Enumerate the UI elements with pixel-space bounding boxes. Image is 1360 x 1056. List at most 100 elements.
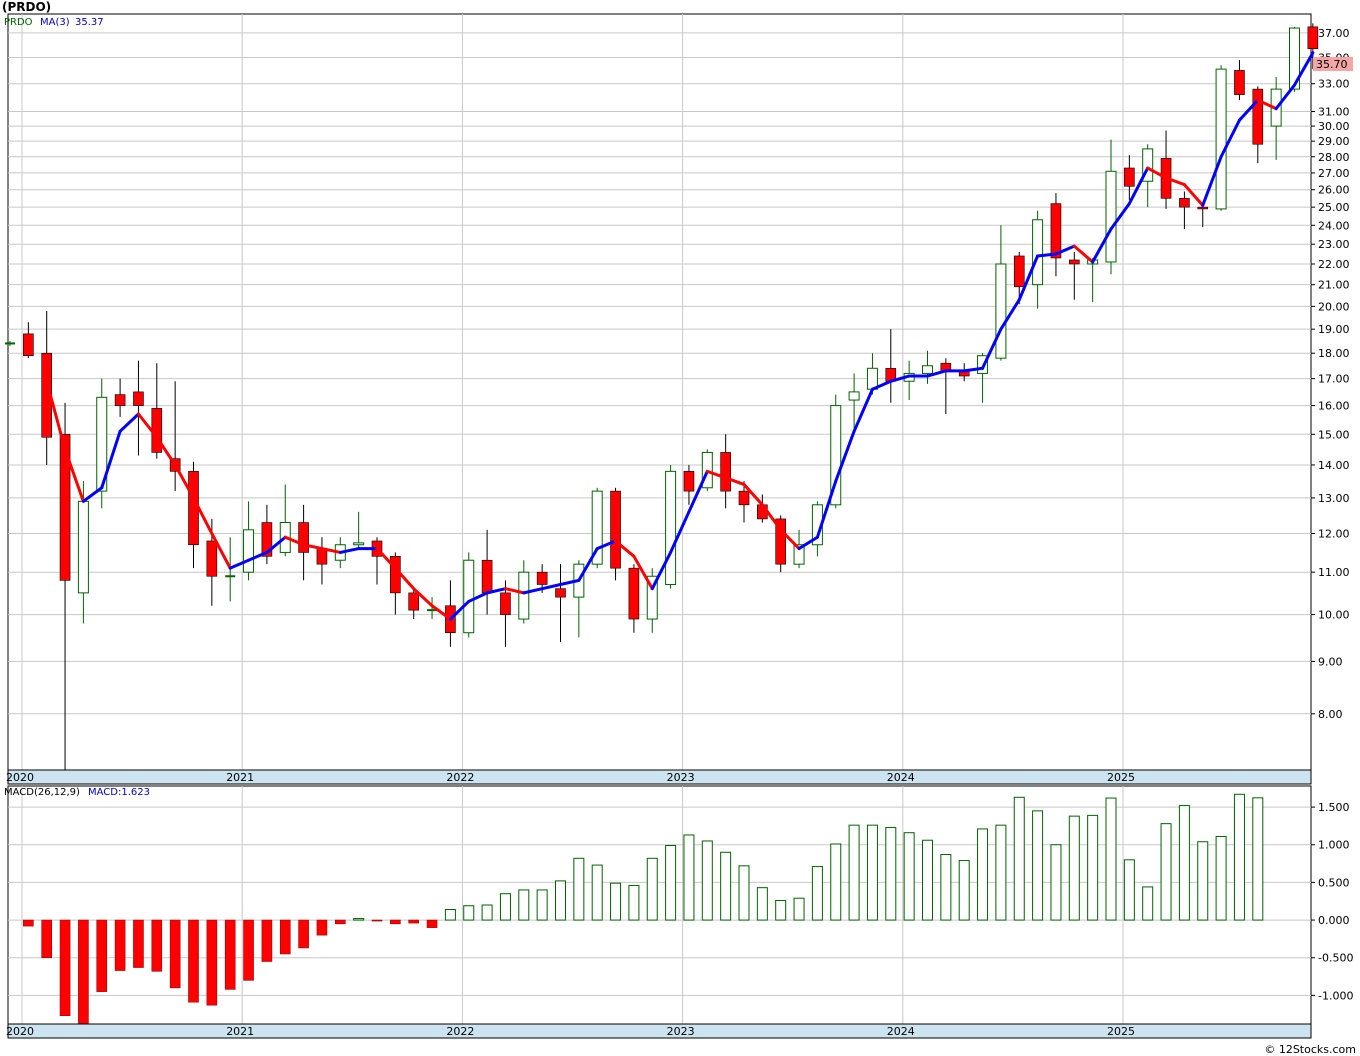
- macd-bar: [23, 919, 34, 927]
- ma-segment: [155, 435, 177, 467]
- ma-segment: [1274, 83, 1296, 111]
- ma-segment: [889, 374, 911, 383]
- macd-legend: MACD(26,12,9) MACD:1.623: [4, 787, 150, 798]
- price-tick-label: 16.00: [1318, 400, 1350, 413]
- ma-segment: [1036, 252, 1058, 258]
- macd-x-label: 2021: [226, 1025, 254, 1038]
- legend-ma-value: 35.37: [75, 17, 104, 28]
- ma-segment: [412, 587, 434, 608]
- ma-segment: [669, 510, 691, 554]
- candle-body: [206, 540, 218, 577]
- macd-bar: [848, 824, 860, 921]
- moving-average-line: [45, 51, 1315, 621]
- candle-body: [536, 571, 548, 585]
- price-tick-label: 15.00: [1318, 428, 1350, 441]
- ma-segment: [852, 387, 874, 433]
- ma-segment: [926, 369, 948, 378]
- ma-segment: [559, 578, 581, 586]
- candle-body: [481, 559, 493, 594]
- candle-body: [1197, 206, 1209, 210]
- ma-segment: [100, 429, 122, 490]
- ma-segment: [1182, 183, 1205, 207]
- price-panel: 8.00 9.00 10.00 11.00 12.00 13.00 14.00 15.00 16…: [4, 13, 1353, 785]
- candle-body: [665, 470, 677, 585]
- candle-body: [114, 394, 126, 406]
- ma-segment: [118, 412, 140, 433]
- ma-segment: [1201, 155, 1223, 207]
- macd-bar: [683, 834, 695, 921]
- candle-body: [555, 588, 566, 598]
- candle-body: [1142, 148, 1154, 182]
- macd-legend-value: MACD:1.623: [88, 787, 150, 798]
- macd-bar: [756, 887, 768, 921]
- ma-segment: [228, 558, 251, 570]
- macd-bar: [536, 889, 548, 921]
- macd-bar: [628, 884, 640, 921]
- ma-segment: [650, 550, 673, 591]
- ma-segment: [1237, 98, 1260, 122]
- candle-body: [775, 518, 787, 565]
- price-tick-label: 11.00: [1318, 566, 1350, 579]
- macd-tick-label: -1.000: [1318, 989, 1353, 1002]
- ma-segment: [320, 547, 342, 554]
- macd-bar: [463, 905, 475, 921]
- macd-date-strip: [7, 1023, 1312, 1039]
- price-tick-label: 14.00: [1318, 459, 1350, 472]
- ma-segment: [338, 547, 361, 554]
- candle-body: [59, 433, 71, 581]
- candle-body: [133, 391, 144, 406]
- macd-bar: [481, 904, 493, 921]
- price-date-strip: [7, 769, 1312, 785]
- macd-bar: [151, 919, 163, 972]
- credit-text: © 12Stocks.com: [1264, 1043, 1356, 1056]
- macd-bar: [903, 832, 915, 921]
- candle-body: [408, 592, 420, 611]
- legend-ma-label: MA(3): [40, 17, 70, 28]
- macd-x-label: 2020: [6, 1025, 34, 1038]
- candle-body: [1032, 219, 1044, 286]
- macd-bar: [444, 909, 456, 921]
- macd-bar: [390, 919, 401, 925]
- candle-body: [848, 391, 860, 401]
- ma-segment: [503, 587, 526, 595]
- macd-bar: [1087, 814, 1099, 921]
- macd-bar: [353, 918, 365, 921]
- macd-bar: [591, 864, 603, 921]
- macd-tick-label: 0.000: [1318, 914, 1350, 927]
- candle-body: [977, 355, 989, 374]
- price-x-label: 2023: [667, 771, 695, 784]
- price-panel-frame: [7, 13, 1312, 771]
- ma-segment: [981, 327, 1003, 370]
- macd-bar: [334, 919, 346, 925]
- candle-body: [610, 490, 621, 569]
- price-x-labels: 2020 2021 2022 2023 2024 2025: [6, 771, 1135, 784]
- ma-segment: [577, 547, 599, 582]
- price-tick-label: 18.00: [1318, 347, 1350, 360]
- ma-segment: [797, 535, 819, 551]
- ma-segment: [540, 582, 562, 591]
- price-tick-label: 23.00: [1318, 238, 1350, 251]
- ma-segment: [430, 604, 452, 621]
- price-tick-label: 17.00: [1318, 373, 1350, 386]
- candle-body: [1124, 167, 1135, 187]
- macd-bar: [1013, 796, 1025, 921]
- macd-bar: [408, 919, 420, 924]
- macd-bar: [977, 828, 989, 921]
- macd-bar: [518, 889, 530, 921]
- ma-segment: [375, 547, 397, 570]
- macd-tick-label: 1.000: [1318, 839, 1350, 852]
- candle-body: [628, 567, 640, 620]
- ma-segment: [1219, 118, 1241, 159]
- ma-segment: [687, 469, 709, 514]
- candle-body: [298, 522, 309, 553]
- candle-body: [720, 452, 731, 492]
- macd-bar: [206, 919, 218, 1006]
- candle-body: [463, 559, 475, 634]
- macd-bar: [665, 845, 677, 921]
- candle-body: [1105, 170, 1117, 263]
- macd-bar: [1197, 841, 1209, 921]
- candle-body: [1234, 70, 1245, 95]
- candle-body: [1050, 203, 1062, 259]
- ma-segment: [962, 366, 985, 373]
